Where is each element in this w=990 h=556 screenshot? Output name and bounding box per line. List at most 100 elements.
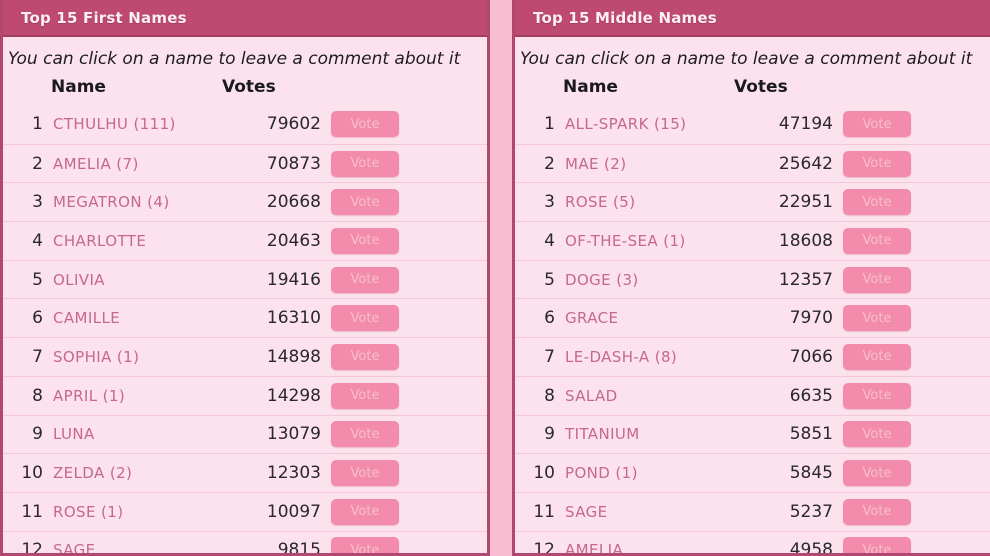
panel-top-first-names: Top 15 First Names You can click on a na… [0, 0, 490, 556]
vote-button[interactable]: Vote [331, 227, 399, 254]
vote-button-cell: Vote [321, 150, 487, 177]
name-link[interactable]: CAMILLE [53, 309, 121, 328]
votes-cell: 5845 [789, 463, 833, 484]
column-header-votes: Votes [734, 77, 788, 97]
rank-cell: 4 [544, 230, 555, 251]
table-row: 12 AMELIA 4958 Vote [515, 530, 990, 556]
vote-button[interactable]: Vote [331, 266, 399, 293]
rank-cell: 5 [32, 269, 43, 290]
vote-button[interactable]: Vote [331, 382, 399, 409]
votes-cell: 9815 [277, 540, 321, 556]
name-link[interactable]: AMELIA (7) [53, 154, 139, 173]
rank-cell: 2 [544, 153, 555, 174]
rank-cell: 8 [32, 385, 43, 406]
rank-cell: 11 [533, 501, 555, 522]
vote-button[interactable]: Vote [331, 305, 399, 332]
rank-cell: 4 [32, 230, 43, 251]
panel-title: Top 15 Middle Names [533, 8, 717, 27]
name-link[interactable]: LUNA [53, 425, 95, 444]
vote-button[interactable]: Vote [331, 150, 399, 177]
votes-cell: 70873 [266, 153, 321, 174]
vote-button[interactable]: Vote [843, 266, 911, 293]
vote-button-cell: Vote [321, 111, 487, 138]
votes-cell: 13079 [266, 424, 321, 445]
rank-cell: 9 [544, 424, 555, 445]
vote-button[interactable]: Vote [843, 382, 911, 409]
vote-button[interactable]: Vote [843, 305, 911, 332]
vote-button-cell: Vote [321, 227, 487, 254]
vote-button-cell: Vote [833, 460, 990, 487]
vote-button-cell: Vote [833, 537, 990, 553]
name-link[interactable]: ZELDA (2) [53, 464, 133, 483]
name-link[interactable]: MAE (2) [565, 154, 627, 173]
votes-cell: 10097 [266, 501, 321, 522]
name-link[interactable]: APRIL (1) [53, 386, 126, 405]
table-row: 8 APRIL (1) 14298 Vote [3, 375, 487, 415]
vote-button[interactable]: Vote [331, 189, 399, 216]
table-row: 5 DOGE (3) 12357 Vote [515, 259, 990, 299]
vote-button[interactable]: Vote [331, 498, 399, 525]
name-link[interactable]: POND (1) [565, 464, 638, 483]
name-link[interactable]: TITANIUM [565, 425, 640, 444]
vote-button[interactable]: Vote [843, 537, 911, 553]
rank-cell: 9 [32, 424, 43, 445]
name-link[interactable]: LE-DASH-A (8) [565, 347, 678, 366]
rank-cell: 1 [544, 114, 555, 135]
vote-button[interactable]: Vote [331, 421, 399, 448]
rows-list: 1 ALL-SPARK (15) 47194 Vote 2 MAE (2) 25… [515, 105, 990, 556]
vote-button[interactable]: Vote [843, 421, 911, 448]
name-link[interactable]: ROSE (5) [565, 193, 636, 212]
vote-button[interactable]: Vote [843, 460, 911, 487]
name-link[interactable]: OF-THE-SEA (1) [565, 231, 686, 250]
table-row: 7 SOPHIA (1) 14898 Vote [3, 337, 487, 376]
name-link[interactable]: SOPHIA (1) [53, 347, 140, 366]
name-link[interactable]: SAGE [565, 502, 608, 521]
name-link[interactable]: CHARLOTTE [53, 231, 147, 250]
votes-cell: 6635 [789, 385, 833, 406]
vote-button-cell: Vote [833, 266, 990, 293]
vote-button[interactable]: Vote [331, 537, 399, 553]
vote-button-cell: Vote [321, 266, 487, 293]
rank-cell: 10 [21, 463, 43, 484]
rank-cell: 12 [533, 540, 555, 556]
name-link[interactable]: GRACE [565, 309, 619, 328]
votes-cell: 18608 [778, 230, 833, 251]
name-link[interactable]: SALAD [565, 386, 618, 405]
name-link[interactable]: SAGE [53, 541, 96, 556]
name-link[interactable]: ALL-SPARK (15) [565, 115, 687, 134]
votes-cell: 7066 [789, 346, 833, 367]
vote-button[interactable]: Vote [331, 111, 399, 138]
vote-button[interactable]: Vote [331, 343, 399, 370]
instruction-text: You can click on a name to leave a comme… [8, 49, 461, 69]
votes-cell: 16310 [266, 308, 321, 329]
vote-button[interactable]: Vote [843, 227, 911, 254]
name-link[interactable]: MEGATRON (4) [53, 193, 170, 212]
rank-cell: 7 [32, 346, 43, 367]
vote-button-cell: Vote [321, 498, 487, 525]
rank-cell: 5 [544, 269, 555, 290]
name-link[interactable]: CTHULHU (111) [53, 115, 176, 134]
vote-button[interactable]: Vote [331, 460, 399, 487]
name-link[interactable]: DOGE (3) [565, 270, 639, 289]
table-row: 6 GRACE 7970 Vote [515, 298, 990, 337]
votes-cell: 5851 [789, 424, 833, 445]
table-row: 9 TITANIUM 5851 Vote [515, 414, 990, 454]
vote-button[interactable]: Vote [843, 343, 911, 370]
vote-button[interactable]: Vote [843, 498, 911, 525]
votes-cell: 14898 [266, 346, 321, 367]
instruction-text: You can click on a name to leave a comme… [520, 49, 973, 69]
column-headers: Name Votes [3, 77, 487, 101]
name-link[interactable]: OLIVIA [53, 270, 105, 289]
name-link[interactable]: AMELIA [565, 541, 624, 556]
vote-button-cell: Vote [321, 537, 487, 553]
vote-button[interactable]: Vote [843, 150, 911, 177]
vote-button[interactable]: Vote [843, 111, 911, 138]
vote-button-cell: Vote [833, 305, 990, 332]
votes-cell: 12357 [778, 269, 833, 290]
table-row: 1 CTHULHU (111) 79602 Vote [3, 105, 487, 144]
votes-cell: 25642 [778, 153, 833, 174]
vote-button-cell: Vote [833, 343, 990, 370]
vote-button[interactable]: Vote [843, 189, 911, 216]
name-link[interactable]: ROSE (1) [53, 502, 124, 521]
panel-title: Top 15 First Names [21, 8, 187, 27]
